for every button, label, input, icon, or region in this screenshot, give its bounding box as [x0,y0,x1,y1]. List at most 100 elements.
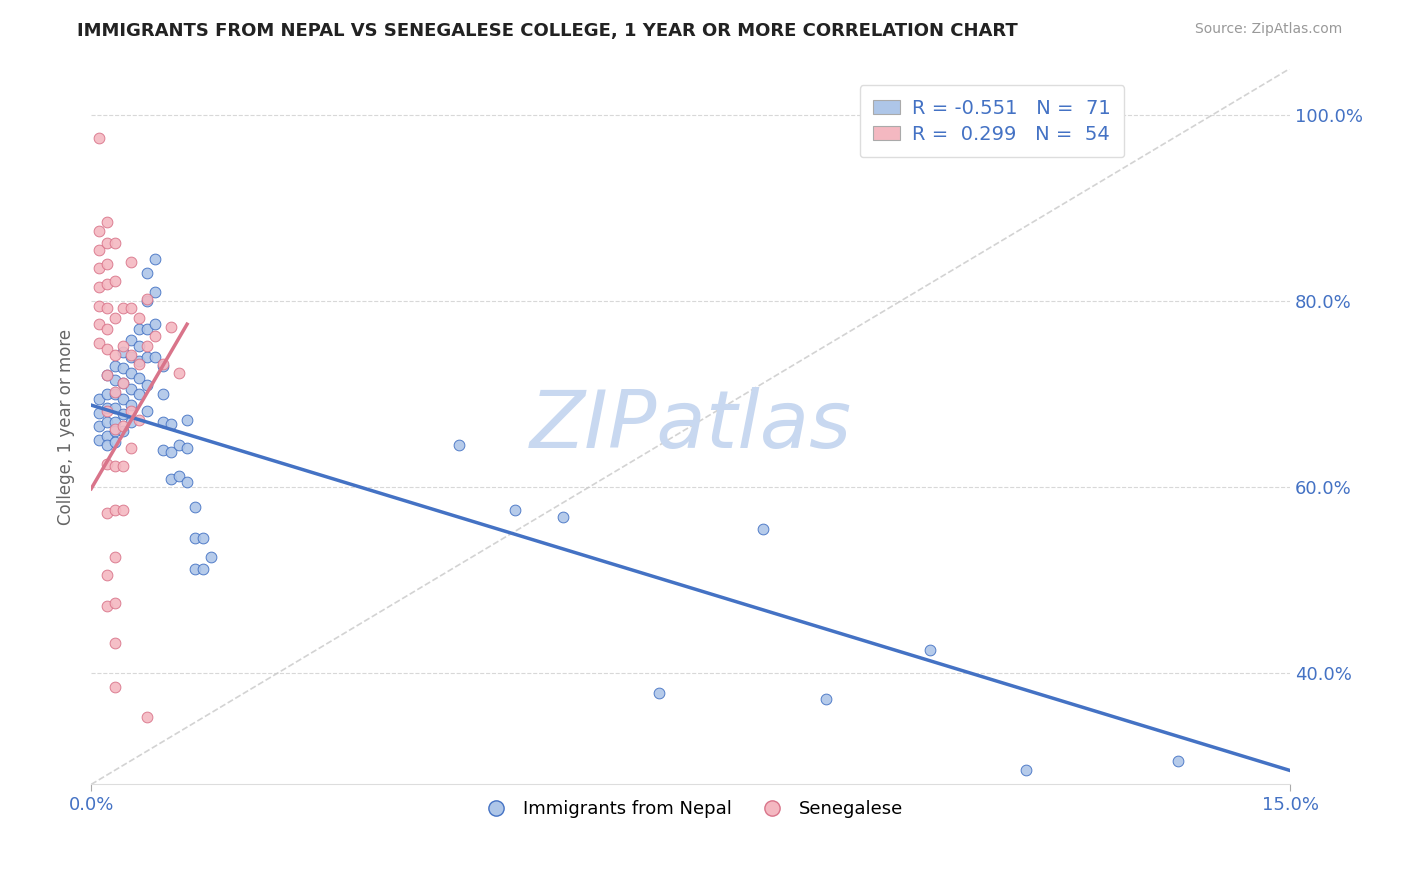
Text: ZIPatlas: ZIPatlas [530,387,852,466]
Point [128,357,150,371]
Point [89,317,111,331]
Point [176,441,198,455]
Point [89,299,111,313]
Point [104,636,127,650]
Point [136,710,159,724]
Point [112,301,135,316]
Point [89,224,111,238]
Point [120,382,142,396]
Point [96,257,118,271]
Point [184,531,207,545]
Point [104,273,127,287]
Point [136,322,159,336]
Point [104,549,127,564]
Point [96,599,118,613]
Point [112,503,135,517]
Point [136,377,159,392]
Point [89,434,111,448]
Point [160,473,183,487]
Point [89,261,111,276]
Point [152,442,174,457]
Point [815,692,838,706]
Y-axis label: College, 1 year or more: College, 1 year or more [58,328,75,524]
Point [112,392,135,406]
Point [112,459,135,474]
Point [152,357,174,371]
Point [96,429,118,443]
Point [167,438,190,452]
Point [120,441,142,455]
Point [104,373,127,387]
Point [96,343,118,357]
Point [1167,754,1189,768]
Legend: Immigrants from Nepal, Senegalese: Immigrants from Nepal, Senegalese [471,793,910,825]
Point [647,686,669,700]
Point [176,413,198,427]
Point [96,368,118,383]
Point [104,459,127,474]
Point [104,435,127,450]
Point [96,415,118,429]
Point [152,359,174,373]
Point [104,422,127,436]
Point [89,392,111,406]
Point [96,438,118,452]
Point [104,348,127,362]
Point [128,413,150,427]
Point [104,415,127,429]
Point [120,348,142,362]
Point [112,360,135,375]
Point [167,468,190,483]
Point [551,509,574,524]
Point [104,596,127,610]
Point [96,457,118,471]
Point [160,417,183,431]
Point [89,280,111,294]
Point [160,444,183,458]
Point [136,350,159,364]
Point [96,368,118,383]
Point [184,562,207,576]
Point [112,419,135,434]
Point [200,549,222,564]
Point [89,405,111,419]
Point [143,285,166,299]
Point [104,503,127,517]
Point [143,350,166,364]
Point [104,310,127,325]
Point [152,387,174,401]
Point [104,387,127,401]
Point [152,415,174,429]
Point [120,403,142,417]
Point [120,333,142,347]
Point [184,500,207,515]
Point [120,415,142,429]
Point [96,301,118,316]
Point [112,424,135,438]
Point [160,320,183,334]
Point [120,301,142,316]
Point [503,503,526,517]
Point [104,401,127,415]
Point [191,562,214,576]
Point [136,292,159,306]
Point [143,329,166,343]
Point [112,408,135,422]
Point [120,367,142,381]
Point [136,403,159,417]
Point [96,215,118,229]
Point [89,243,111,257]
Point [96,236,118,251]
Point [143,252,166,266]
Point [128,371,150,385]
Point [447,438,470,452]
Point [96,322,118,336]
Point [136,266,159,280]
Point [96,277,118,292]
Point [96,401,118,415]
Point [112,376,135,390]
Point [104,680,127,694]
Point [120,398,142,412]
Point [104,424,127,438]
Point [128,310,150,325]
